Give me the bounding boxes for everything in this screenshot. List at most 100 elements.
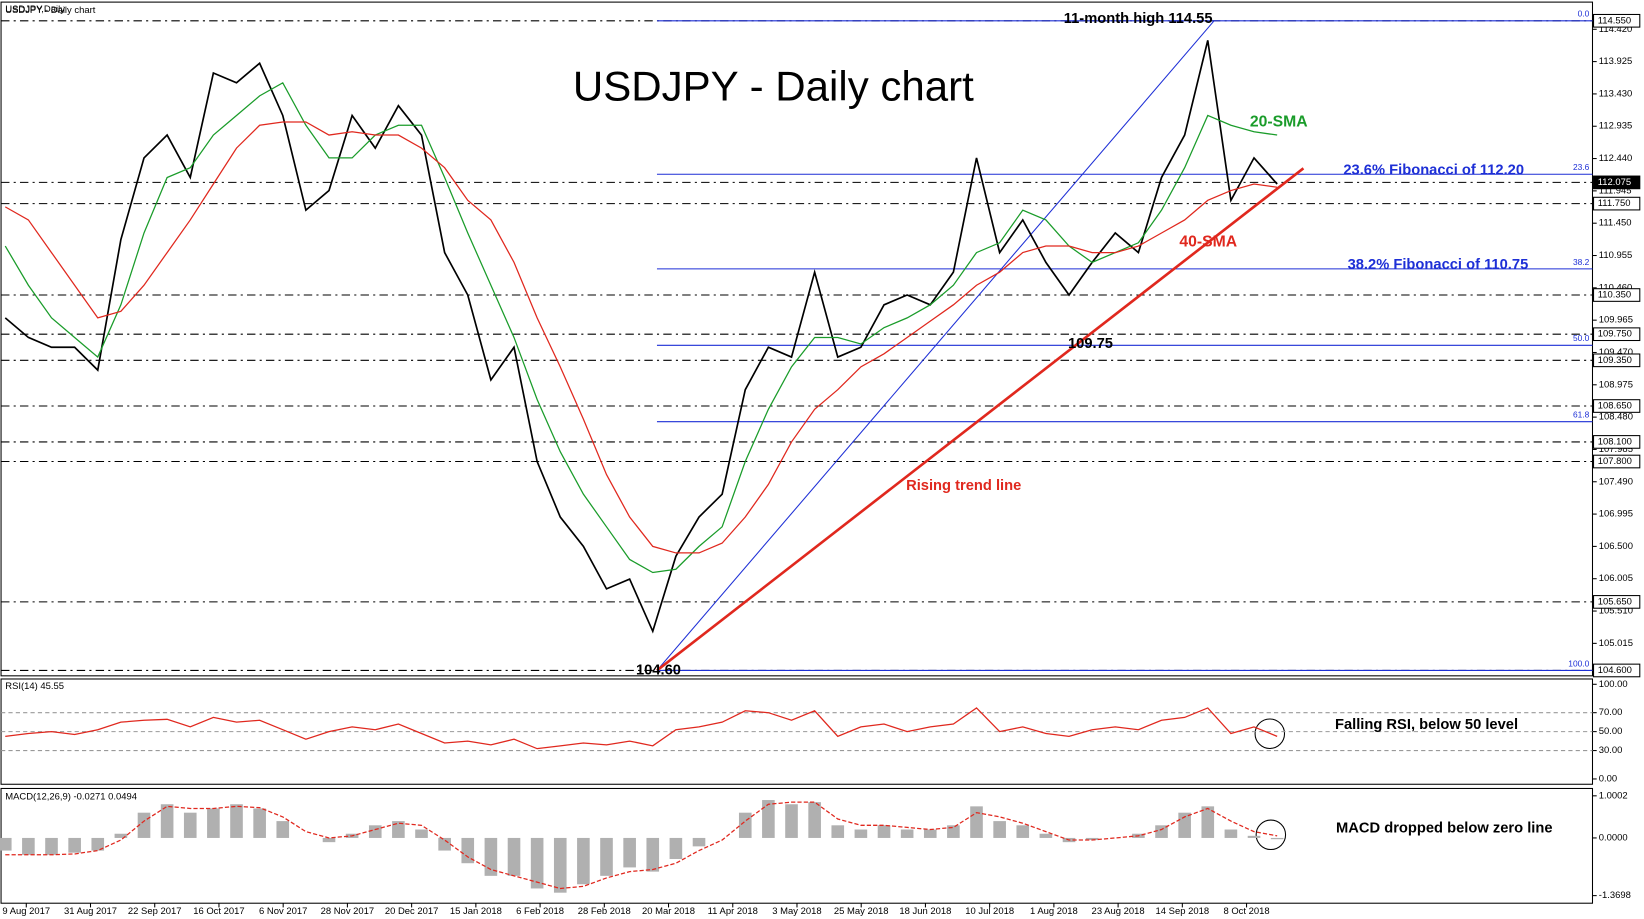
- fib-label: 0.0: [1578, 9, 1590, 19]
- series-line: [4, 121, 1278, 554]
- y-tick-label: 105.510: [1599, 606, 1633, 617]
- fib-label: 23.6: [1573, 162, 1590, 172]
- level-label: 107.800: [1598, 456, 1632, 467]
- chart-title: USDJPY - Daily chart: [573, 63, 974, 110]
- histogram-bar: [1224, 829, 1238, 838]
- series-line: [4, 81, 1278, 574]
- histogram-bar: [577, 837, 590, 885]
- x-tick-label: 28 Feb 2018: [578, 906, 631, 917]
- x-tick-label: 10 Jul 2018: [965, 906, 1014, 917]
- histogram-bar: [461, 837, 475, 864]
- annotation: 104.60: [636, 662, 681, 678]
- x-tick-label: 1 Aug 2018: [1030, 906, 1078, 917]
- y-tick-label: 114.420: [1599, 24, 1632, 35]
- histogram-bar: [1247, 835, 1261, 838]
- histogram-bar: [923, 829, 937, 838]
- y-tick-label: 112.935: [1599, 121, 1632, 132]
- x-tick-label: 28 Nov 2017: [321, 906, 375, 917]
- y-tick-label: 109.965: [1599, 315, 1633, 326]
- histogram-bar: [322, 837, 336, 843]
- histogram-bar: [947, 825, 960, 838]
- fib-label: 61.8: [1573, 410, 1590, 420]
- histogram-bar: [1270, 837, 1284, 840]
- level-label: 104.600: [1598, 665, 1632, 676]
- y-tick-label: -1.3698: [1599, 890, 1631, 901]
- histogram-bar: [854, 829, 868, 838]
- histogram-bar: [1201, 806, 1215, 838]
- level-box: [1593, 399, 1641, 413]
- rsi-circle: [1254, 718, 1286, 749]
- level-box: [1593, 353, 1641, 368]
- main-panel: [0, 1, 1594, 677]
- fib-label: 100.0: [1568, 658, 1589, 668]
- y-tick-label: 113.925: [1599, 56, 1632, 67]
- x-tick-label: 11 Apr 2018: [708, 906, 758, 917]
- histogram-bar: [207, 808, 220, 838]
- y-tick-label: 113.430: [1599, 88, 1632, 99]
- y-tick-label: 110.955: [1599, 250, 1632, 261]
- y-tick-label: 107.985: [1599, 444, 1633, 455]
- level-box: [1593, 13, 1641, 28]
- y-tick-label: 105.015: [1599, 638, 1633, 649]
- histogram-bar: [438, 837, 451, 851]
- y-tick-label: 0.00: [1599, 773, 1617, 784]
- level-box: [1593, 595, 1641, 609]
- histogram-bar: [22, 837, 35, 855]
- series-line: [5, 707, 1278, 750]
- x-tick-label: 25 May 2018: [834, 906, 889, 917]
- y-tick-label: 109.470: [1599, 347, 1633, 358]
- trend-line: [656, 167, 1305, 672]
- macd-circle: [1255, 819, 1287, 851]
- histogram-bar: [785, 804, 798, 838]
- price-line: [4, 40, 1278, 634]
- y-tick-label: 100.00: [1599, 679, 1628, 690]
- histogram-bar: [831, 825, 845, 838]
- y-tick-label: 110.460: [1599, 282, 1632, 293]
- level-box: [1593, 327, 1641, 342]
- y-tick-label: 30.00: [1599, 745, 1623, 756]
- histogram-bar: [970, 806, 983, 838]
- y-tick-label: 108.480: [1599, 412, 1633, 423]
- x-tick-label: 20 Dec 2017: [385, 906, 439, 917]
- y-tick-label: 0.0000: [1599, 832, 1628, 843]
- histogram-bar: [91, 837, 105, 851]
- panel-title: USDJPY - Daily chart: [5, 5, 95, 16]
- histogram-bar: [68, 837, 81, 853]
- y-tick-label: 1.0002: [1599, 790, 1628, 801]
- y-tick-label: 70.00: [1599, 707, 1623, 718]
- level-label: 105.650: [1598, 596, 1632, 607]
- x-tick-label: 23 Aug 2018: [1092, 906, 1145, 917]
- histogram-bar: [1039, 833, 1053, 838]
- level-label: 109.350: [1598, 355, 1632, 366]
- level-box: [1593, 454, 1641, 469]
- x-tick-label: 18 Jun 2018: [899, 906, 951, 917]
- histogram-bar: [45, 837, 58, 855]
- x-tick-label: 15 Jan 2018: [450, 906, 502, 917]
- annotation: 109.75: [1068, 336, 1113, 352]
- y-tick-label: 111.450: [1599, 218, 1632, 229]
- y-tick-label: 112.440: [1599, 153, 1632, 164]
- level-box: [1593, 196, 1641, 211]
- histogram-bar: [368, 825, 382, 838]
- y-tick-label: 107.490: [1599, 476, 1633, 487]
- histogram-bar: [1085, 837, 1099, 841]
- y-tick-label: 50.00: [1599, 726, 1623, 737]
- y-tick-label: 108.975: [1599, 379, 1633, 390]
- histogram-bar: [623, 837, 636, 868]
- y-tick-label: 106.005: [1599, 573, 1633, 584]
- level-box: [1593, 435, 1641, 449]
- histogram-bar: [484, 837, 498, 876]
- level-label: 110.350: [1598, 290, 1631, 301]
- y-tick-label: 106.500: [1599, 541, 1633, 552]
- annotation: 38.2% Fibonacci of 110.75: [1348, 257, 1529, 273]
- annotation: 23.6% Fibonacci of 112.20: [1343, 162, 1524, 178]
- histogram-bar: [1178, 812, 1191, 838]
- level-label: 108.100: [1598, 436, 1632, 447]
- histogram-bar: [415, 829, 428, 838]
- header: USDJPY,Daily: [5, 4, 65, 15]
- fib-label: 38.2: [1573, 257, 1590, 267]
- x-tick-label: 8 Oct 2018: [1223, 906, 1269, 917]
- level-label: 108.650: [1598, 401, 1632, 412]
